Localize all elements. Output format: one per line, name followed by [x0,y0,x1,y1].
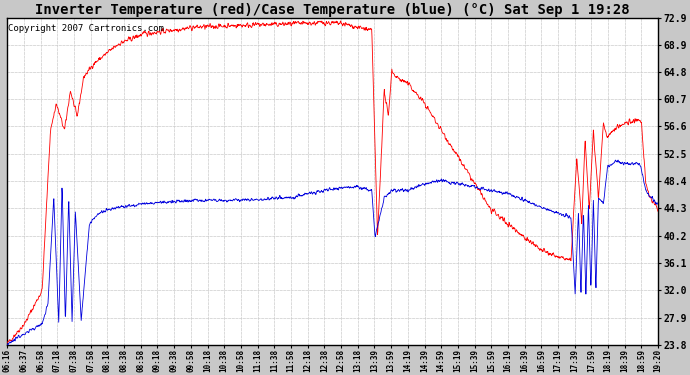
Text: Copyright 2007 Cartronics.com: Copyright 2007 Cartronics.com [8,24,164,33]
Title: Inverter Temperature (red)/Case Temperature (blue) (°C) Sat Sep 1 19:28: Inverter Temperature (red)/Case Temperat… [35,3,630,17]
